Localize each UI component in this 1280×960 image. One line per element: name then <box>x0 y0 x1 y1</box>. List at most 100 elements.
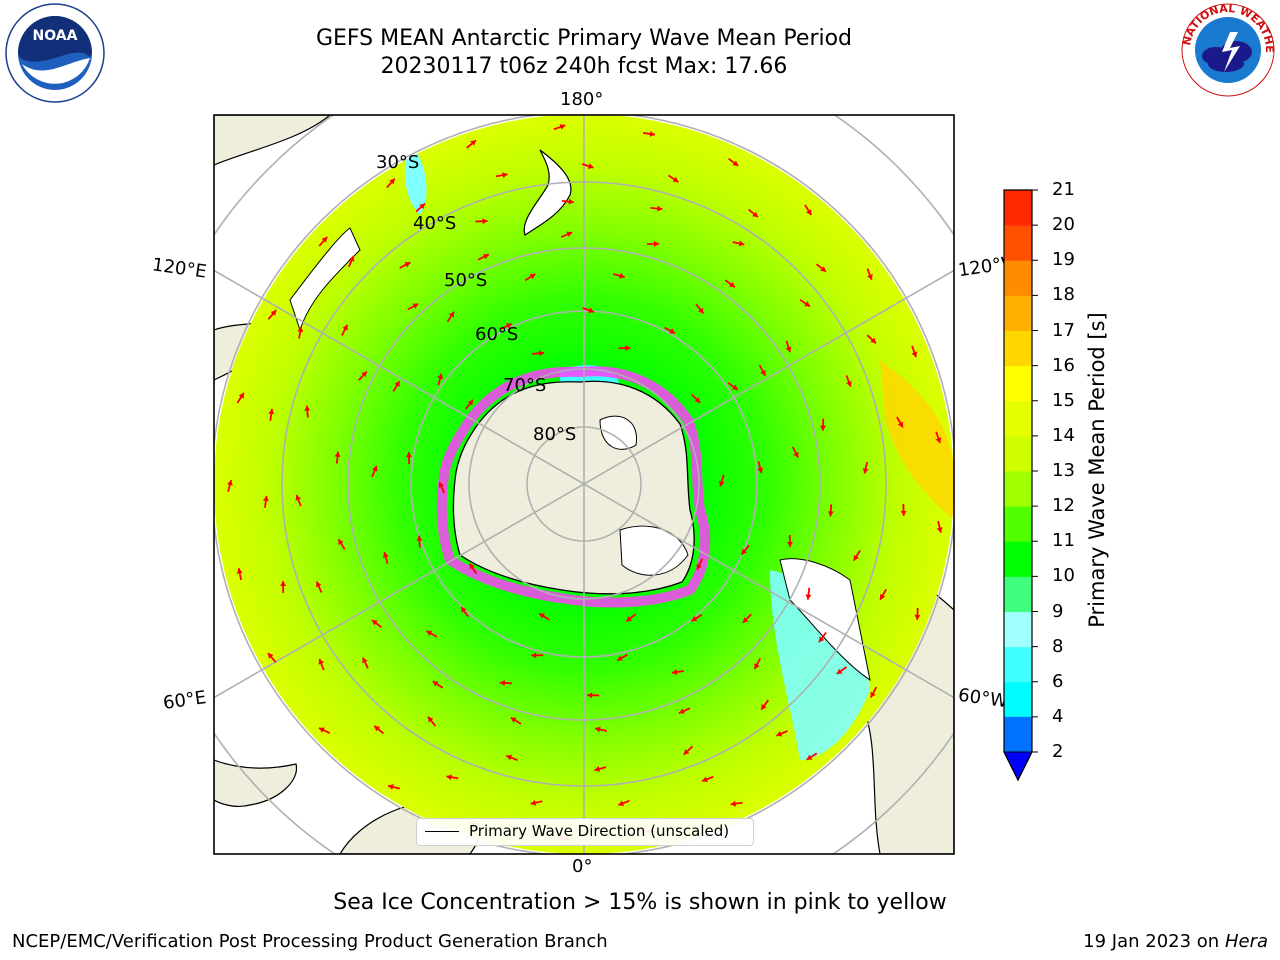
footer-host: Hera <box>1224 931 1268 952</box>
colorbar-band <box>1004 576 1032 612</box>
wave-arrow-head <box>732 384 738 390</box>
nws-logo: NATIONAL WEATHER SERVICE <box>1178 2 1276 97</box>
wave-arrow-head <box>270 310 277 316</box>
colorbar-tick-label: 18 <box>1052 284 1075 306</box>
colorbar-tick-label: 4 <box>1052 705 1064 727</box>
wave-arrow-head <box>506 323 512 329</box>
wave-arrow-head <box>671 669 678 675</box>
wave-arrow-head <box>729 281 735 288</box>
wave-arrow-head <box>315 581 322 588</box>
wave-arrow-head <box>297 326 304 333</box>
wave-arrow-head <box>718 480 725 487</box>
wave-arrow-head <box>867 274 873 280</box>
wave-arrow-head <box>626 615 633 622</box>
wave-arrow-head <box>698 307 704 314</box>
wave-arrow-head <box>805 594 812 600</box>
ronne-ice-shelf <box>619 525 689 576</box>
wave-arrow-head <box>862 468 869 474</box>
sea-ice-edge <box>436 366 711 608</box>
high-period-patch <box>880 360 954 520</box>
wave-arrow-head <box>470 140 477 146</box>
colorbar <box>1003 189 1038 782</box>
wave-arrow-head <box>427 716 434 723</box>
low-period-patch-nz <box>404 140 427 215</box>
wave-arrow-head <box>880 593 886 600</box>
wave-arrow-head <box>776 731 783 737</box>
wave-arrow-head <box>617 655 623 661</box>
wave-arrow-head <box>914 614 921 620</box>
wave-arrow-head <box>295 494 302 501</box>
colorbar-frame <box>1003 189 1033 782</box>
wave-arrow-head <box>619 272 625 279</box>
colorbar-band <box>1004 295 1032 331</box>
wave-arrow-head <box>438 482 445 488</box>
legend-label: Primary Wave Direction (unscaled) <box>469 822 730 840</box>
noaa-logo-text: NOAA <box>33 28 78 44</box>
colorbar-band <box>1004 260 1032 296</box>
wave-arrow-head <box>588 307 594 314</box>
legend-line-swatch <box>425 831 459 832</box>
wave-arrow-head <box>374 725 381 732</box>
colorbar-tick-label: 15 <box>1052 389 1075 411</box>
colorbar-band <box>1004 506 1032 542</box>
wave-arrow-head <box>499 679 505 686</box>
colorbar-tick-label: 20 <box>1052 214 1075 236</box>
wave-arrow-head <box>539 613 545 619</box>
footer-date: 19 Jan 2023 on Hera <box>1083 931 1268 952</box>
wave-arrow-head <box>806 754 813 760</box>
lat-label-80s: 80°S <box>533 424 577 445</box>
wave-arrow-head <box>754 663 760 670</box>
colorbar-band <box>1004 646 1032 683</box>
wave-arrow-head <box>448 311 455 318</box>
colorbar-band <box>1004 190 1032 226</box>
colorbar-band <box>1004 365 1032 402</box>
wave-arrow-head <box>785 346 792 353</box>
wave-arrow-head <box>678 708 685 714</box>
wave-arrow-head <box>446 774 452 781</box>
wave-arrow-head <box>625 345 631 352</box>
colorbar-tick-label: 10 <box>1052 565 1075 587</box>
wave-arrow-head <box>897 421 903 428</box>
map-legend: Primary Wave Direction (unscaled) <box>416 818 754 846</box>
wave-arrow-head <box>618 800 625 807</box>
wave-arrow-head <box>741 548 748 555</box>
colorbar-title: Primary Wave Mean Period [s] <box>1085 312 1109 628</box>
wave-arrow-head <box>371 620 378 626</box>
wave-arrow-head <box>657 205 663 212</box>
wave-arrow-head <box>482 218 488 225</box>
wave-arrow-head <box>321 236 328 243</box>
wave-arrow-head <box>348 255 355 262</box>
wave-arrow-head <box>538 350 545 357</box>
lon-label-0: 0° <box>572 856 593 877</box>
wave-arrow-head <box>238 392 244 399</box>
colorbar-tick-label: 8 <box>1052 635 1064 657</box>
wave-arrow-head <box>426 630 433 637</box>
lat-label-50s: 50°S <box>444 270 488 291</box>
wave-arrow-head <box>846 380 852 387</box>
colorbar-tick-label: 14 <box>1052 424 1075 446</box>
wave-arrow-head <box>566 231 573 238</box>
lat-label-60s: 60°S <box>475 324 519 345</box>
wave-arrow-head <box>389 178 395 185</box>
footer-credit: NCEP/EMC/Verification Post Processing Pr… <box>12 931 608 952</box>
wave-arrow-head <box>594 766 601 772</box>
wave-arrow-head <box>853 554 859 561</box>
noaa-logo: NOAA <box>5 3 105 103</box>
colorbar-band <box>1004 716 1032 752</box>
colorbar-tick-label: 16 <box>1052 354 1075 376</box>
colorbar-tick-label: 11 <box>1052 530 1075 552</box>
wave-arrow-head <box>467 399 474 406</box>
wave-arrow-head <box>362 657 368 664</box>
wave-arrow-head <box>761 703 767 710</box>
wave-arrow-head <box>432 681 439 687</box>
wave-arrow-head <box>587 163 594 169</box>
wave-arrow-head <box>820 266 826 272</box>
wave-arrow-head <box>694 397 701 403</box>
wave-arrow-head <box>338 539 344 546</box>
wave-arrow-head <box>404 262 411 268</box>
wave-arrow-head <box>334 451 341 457</box>
wave-arrow-head <box>730 800 736 807</box>
wave-arrow-head <box>691 615 698 622</box>
colorbar-tick-label: 17 <box>1052 319 1075 341</box>
lon-label-180: 180° <box>560 89 604 110</box>
